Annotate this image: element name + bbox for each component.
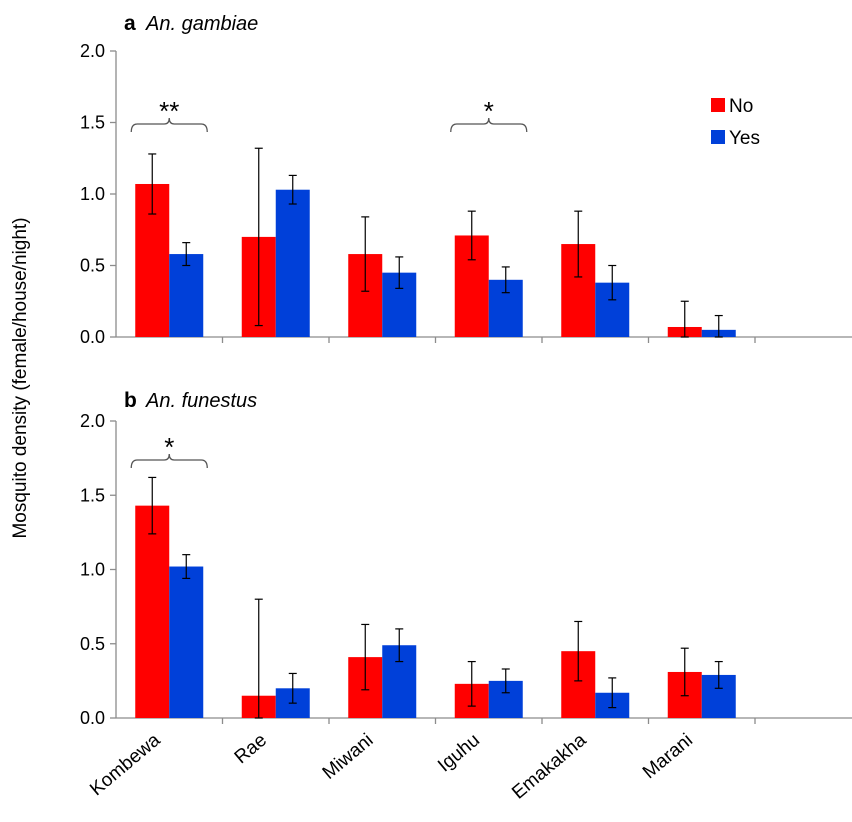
significance-label: **: [159, 96, 179, 126]
x-tick-label: Marani: [639, 730, 697, 783]
x-tick-label: Emakakha: [508, 729, 591, 803]
bar-yes-kombewa: [169, 566, 204, 718]
y-tick-label: 0.0: [80, 708, 105, 728]
legend-swatch-yes: [711, 130, 725, 144]
significance-label: *: [484, 96, 494, 126]
legend-label-no: No: [729, 96, 753, 117]
panel-b-title: An. funestus: [145, 390, 257, 412]
legend-label-yes: Yes: [729, 128, 760, 149]
significance-bracket: [130, 117, 208, 133]
panel-a-plot: 0.00.51.01.52.0** *: [80, 41, 852, 347]
significance-bracket: [130, 453, 208, 469]
y-tick-label: 0.0: [80, 327, 105, 347]
panel-a-letter: a: [124, 12, 136, 35]
y-tick-label: 1.0: [80, 184, 105, 204]
legend: No Yes: [711, 96, 760, 149]
y-tick-label: 2.0: [80, 41, 105, 61]
x-tick-label: Rae: [231, 730, 271, 768]
x-tick-label: Iguhu: [434, 730, 484, 777]
x-tick-label: Miwani: [319, 730, 378, 784]
panel-b: b An. funestus 0.0 0.5 1.0 1.5 2.0 Kombewa Rae…: [80, 389, 852, 804]
y-tick-label: 0.5: [80, 634, 105, 654]
bar-no-kombewa: [135, 505, 170, 718]
y-tick-label: 1.5: [80, 485, 105, 505]
y-tick-label: 1.0: [80, 560, 105, 580]
bar-yes-kombewa: [169, 254, 204, 337]
significance-bracket: [450, 117, 528, 133]
legend-swatch-no: [711, 98, 725, 112]
x-tick-label: Kombewa: [86, 729, 165, 800]
y-tick-label: 2.0: [80, 411, 105, 431]
y-axis-label: Mosquito density (female/house/night): [10, 217, 31, 538]
panel-a: a An. gambiae 0.00.51.01.52.0** * No Yes: [80, 12, 852, 347]
panel-b-plot: 0.0 0.5 1.0 1.5 2.0 Kombewa Rae Miwani Iguhu Emak…: [80, 411, 852, 804]
significance-label: *: [164, 432, 174, 462]
panel-a-title: An. gambiae: [145, 13, 258, 35]
panel-b-letter: b: [124, 389, 137, 412]
bar-yes-rae: [275, 189, 310, 337]
y-tick-label: 1.5: [80, 113, 105, 133]
y-tick-label: 0.5: [80, 256, 105, 276]
